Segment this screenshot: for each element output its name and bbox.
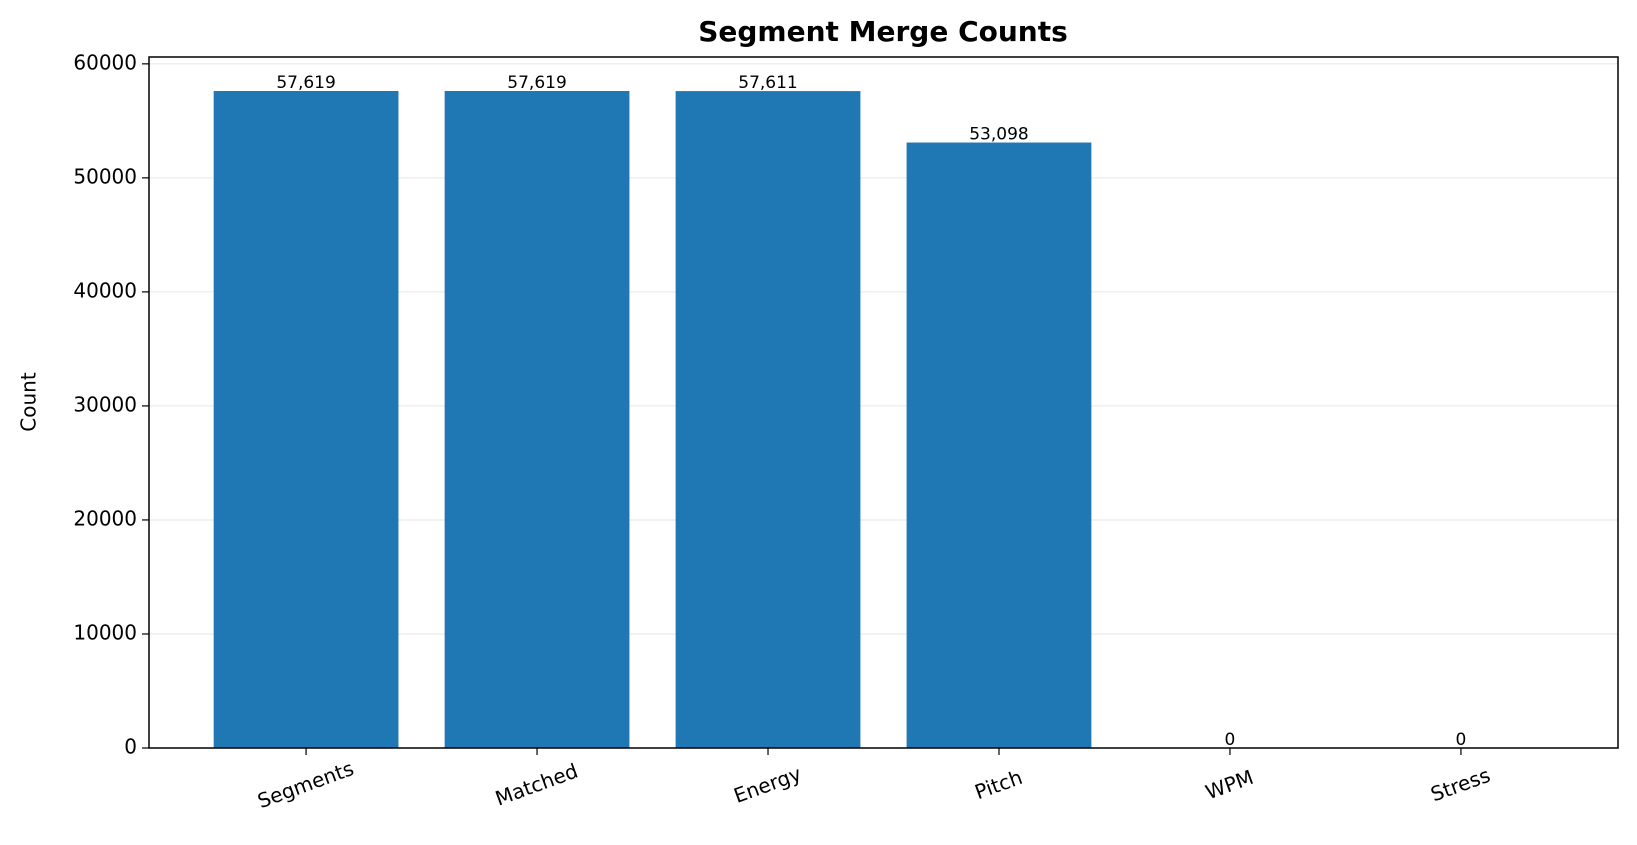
value-label: 57,611: [738, 73, 797, 93]
bar: [213, 90, 399, 748]
value-label: 0: [1225, 730, 1236, 750]
y-tick-label: 60000: [73, 50, 137, 74]
bar: [906, 142, 1092, 748]
y-tick-label: 10000: [73, 620, 137, 644]
x-tick-label: Segments: [254, 756, 357, 813]
x-tick-label: Stress: [1427, 763, 1493, 807]
bar: [444, 90, 630, 748]
value-label: 57,619: [276, 73, 335, 93]
plot-frame: [148, 56, 1619, 749]
chart-title: Segment Merge Counts: [698, 15, 1068, 48]
y-tick-label: 50000: [73, 164, 137, 188]
value-label: 57,619: [507, 73, 566, 93]
y-tick-label: 40000: [73, 278, 137, 302]
x-tick-label: Energy: [730, 761, 804, 808]
y-tick-label: 20000: [73, 506, 137, 530]
y-axis-label: Count: [17, 372, 41, 432]
y-tick-label: 0: [124, 735, 137, 759]
x-tick-label: WPM: [1202, 765, 1256, 804]
value-label: 0: [1456, 730, 1467, 750]
x-tick-label: Pitch: [971, 765, 1025, 804]
y-tick-label: 30000: [73, 392, 137, 416]
x-tick-label: Matched: [492, 759, 581, 811]
value-label: 53,098: [969, 125, 1028, 145]
bar: [675, 91, 861, 748]
